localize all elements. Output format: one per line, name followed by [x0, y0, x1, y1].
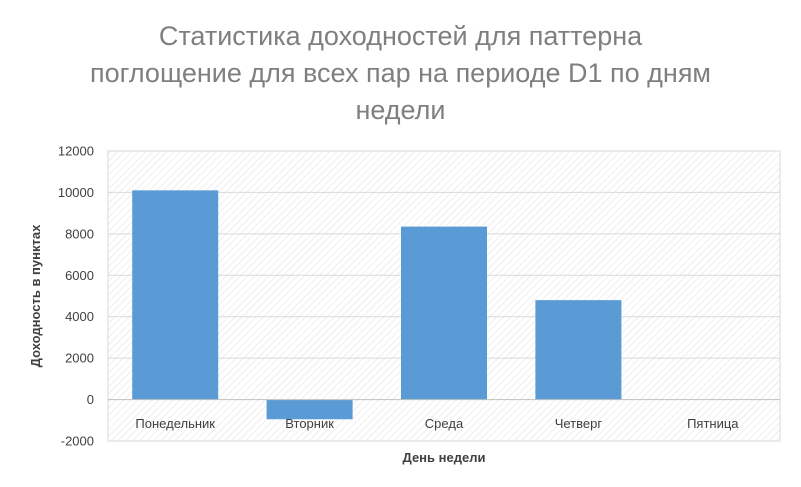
y-tick-label: 6000: [65, 268, 94, 283]
y-tick-label: 8000: [65, 226, 94, 241]
category-label: Вторник: [285, 416, 334, 431]
chart-title-line-3: недели: [355, 95, 446, 125]
category-label: Среда: [425, 416, 464, 431]
bar: [266, 399, 353, 420]
category-labels: Понедельник Вторник Среда Четверг Пятница: [135, 416, 739, 431]
y-tick-label: 10000: [58, 185, 94, 200]
y-tick-label: 12000: [58, 144, 94, 159]
y-tick-labels: 12000 10000 8000 6000 4000 2000 0 -2000: [58, 144, 94, 449]
chart-title: Статистика доходностей для паттерна погл…: [0, 18, 801, 129]
bar: [535, 300, 622, 400]
category-label: Пятница: [687, 416, 739, 431]
chart-title-line-1: Статистика доходностей для паттерна: [158, 21, 643, 51]
y-axis-title: Доходность в пунктах: [28, 224, 43, 367]
x-axis-title: День недели: [403, 450, 486, 465]
bars: [132, 190, 622, 420]
y-tick-label: 2000: [65, 351, 94, 366]
y-tick-label: 0: [87, 392, 94, 407]
chart-title-line-2: поглощение для всех пар на периоде D1 по…: [89, 58, 711, 88]
y-tick-label: 4000: [65, 309, 94, 324]
y-tick-label: -2000: [61, 434, 94, 449]
bar: [400, 226, 488, 400]
bar: [132, 190, 219, 400]
category-label: Понедельник: [135, 416, 215, 431]
category-label: Четверг: [555, 416, 603, 431]
